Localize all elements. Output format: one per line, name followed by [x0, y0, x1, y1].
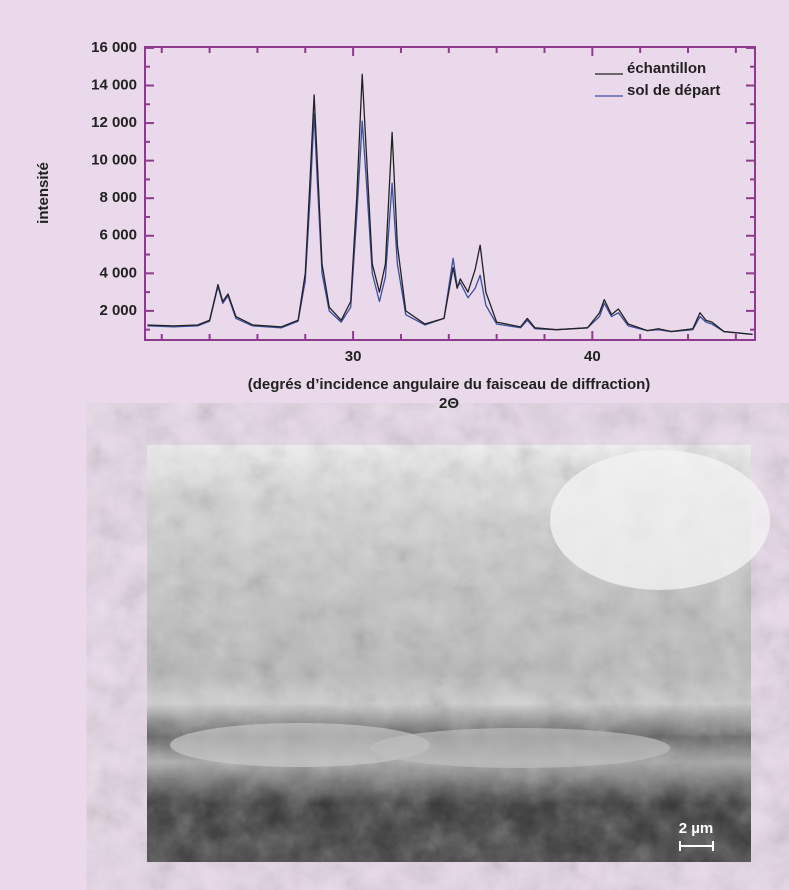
scale-label: 2 µm — [679, 820, 714, 837]
y-tick-label: 6 000 — [99, 227, 137, 244]
data-line — [147, 114, 752, 335]
x-tick-label: 40 — [584, 348, 601, 365]
bright-region — [550, 450, 770, 590]
x-axis-label: 2Θ — [439, 395, 459, 412]
x-tick-label: 30 — [345, 348, 362, 365]
legend-label: sol de départ — [627, 82, 720, 99]
micrograph: 2 µm — [147, 445, 770, 862]
legend-label: échantillon — [627, 60, 706, 77]
y-tick-label: 4 000 — [99, 264, 137, 281]
figure: 2 µm intensité (degrés d’incidence angul… — [0, 0, 789, 890]
x-axis-label: (degrés d’incidence angulaire du faiscea… — [248, 376, 651, 393]
y-axis-label: intensité — [35, 162, 52, 224]
y-tick-label: 12 000 — [91, 114, 137, 131]
y-tick-label: 8 000 — [99, 189, 137, 206]
y-tick-label: 2 000 — [99, 302, 137, 319]
data-line — [147, 74, 752, 334]
y-tick-label: 10 000 — [91, 152, 137, 169]
y-tick-label: 14 000 — [91, 76, 137, 93]
page: {"chart_data": {"type": "line", "y_label… — [0, 0, 789, 890]
y-tick-label: 16 000 — [91, 39, 137, 56]
grain-layer — [370, 728, 670, 768]
